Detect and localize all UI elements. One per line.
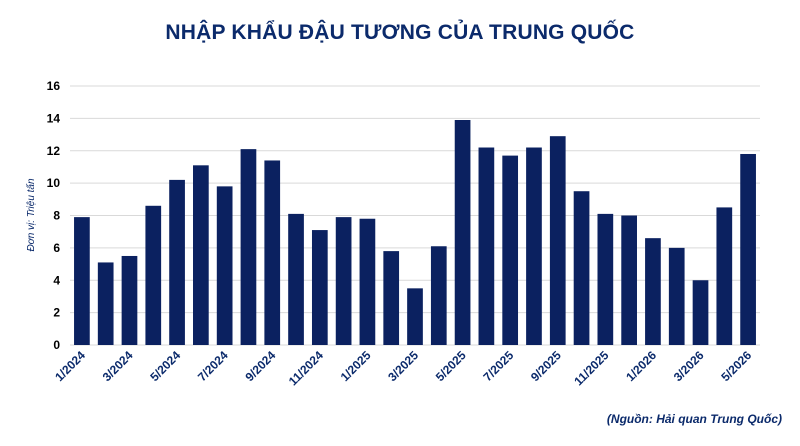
- x-tick-label: 1/2026: [623, 348, 659, 384]
- chart-title: NHẬP KHẨU ĐẬU TƯƠNG CỦA TRUNG QUỐC: [165, 21, 635, 44]
- bar-6-2024: [193, 165, 209, 345]
- y-tick-label: 10: [47, 176, 61, 190]
- bar-9-2024: [264, 160, 281, 345]
- x-tick-label: 11/2024: [286, 348, 326, 388]
- y-tick-label: 14: [47, 111, 61, 125]
- x-tick-label: 9/2025: [528, 348, 564, 384]
- x-tick-label: 5/2024: [147, 348, 183, 384]
- bar-8-2025: [526, 147, 542, 345]
- bar-3-2024: [121, 255, 138, 345]
- bar-2-2026: [668, 247, 685, 345]
- bar-12-2024: [335, 217, 352, 345]
- bar-11-2024: [311, 230, 328, 345]
- bar-2-2024: [97, 262, 114, 345]
- x-tick-label: 9/2024: [243, 348, 279, 384]
- bar-1-2026: [645, 238, 661, 345]
- y-axis-label: Đơn vị: Triệu tấn: [25, 178, 37, 252]
- bar-4-2026: [716, 207, 733, 345]
- y-tick-label: 16: [47, 79, 61, 93]
- x-tick-label: 5/2025: [433, 348, 469, 384]
- x-tick-label: 3/2026: [671, 348, 707, 384]
- bar-1-2024: [74, 217, 90, 345]
- bar-10-2024: [288, 213, 304, 345]
- bar-5-2024: [169, 179, 185, 345]
- x-axis-ticks: 1/2024 3/2024 5/2024 7/2024 9/2024 11/2024 1/2…: [52, 348, 754, 388]
- bar-5-2026: [740, 153, 756, 345]
- bar-3-2026: [692, 280, 709, 345]
- bar-1-2025: [359, 218, 376, 345]
- bars: [74, 119, 756, 346]
- bar-3-2025: [407, 288, 423, 345]
- x-tick-label: 7/2025: [480, 348, 516, 384]
- x-tick-label: 5/2026: [718, 348, 754, 384]
- x-tick-label: 11/2025: [571, 348, 611, 388]
- bar-5-2025: [454, 119, 471, 346]
- x-tick-label: 3/2025: [385, 348, 421, 384]
- source-note: (Nguồn: Hải quan Trung Quốc): [606, 412, 782, 426]
- y-tick-label: 12: [47, 144, 61, 158]
- bar-4-2024: [145, 205, 162, 345]
- bar-12-2025: [621, 215, 637, 345]
- bar-9-2025: [549, 136, 566, 345]
- bar-2-2025: [383, 251, 400, 345]
- bar-7-2024: [216, 186, 233, 345]
- y-tick-label: 0: [53, 338, 60, 352]
- bar-7-2025: [502, 155, 519, 345]
- bar-10-2025: [573, 191, 590, 345]
- y-tick-label: 8: [53, 209, 60, 223]
- y-tick-label: 4: [53, 273, 60, 287]
- bar-11-2025: [597, 213, 614, 345]
- y-tick-label: 6: [53, 241, 60, 255]
- bar-6-2025: [478, 147, 495, 345]
- x-tick-label: 1/2025: [338, 348, 374, 384]
- y-axis-ticks: 0 2 4 6 8 10 12 14 16: [47, 79, 61, 352]
- x-tick-label: 3/2024: [100, 348, 136, 384]
- bar-8-2024: [240, 149, 257, 345]
- y-tick-label: 2: [53, 306, 60, 320]
- x-tick-label: 1/2024: [52, 348, 88, 384]
- bar-4-2025: [430, 246, 447, 345]
- x-tick-label: 7/2024: [195, 348, 231, 384]
